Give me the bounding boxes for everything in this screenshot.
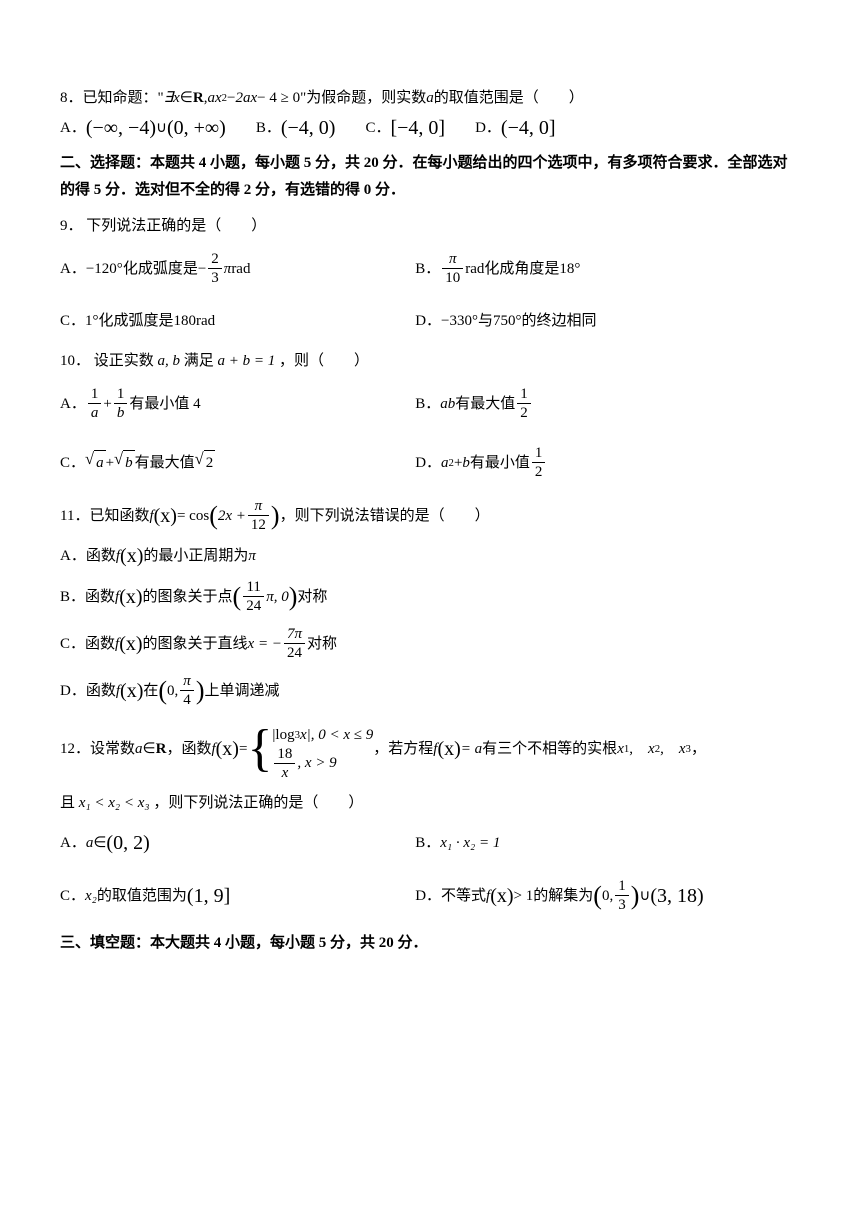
question-9: 9． 下列说法正确的是（ ）	[60, 214, 800, 238]
q9-row2: C． 1° 化成弧度是 180rad D． −330° 与 750° 的终边相同	[60, 303, 800, 339]
question-11: 11． 已知函数 f (x) = cos ( 2x + π12 ) ，则下列说法…	[60, 497, 800, 534]
q11-opt-b: B． 函数 f(x) 的图象关于点 ( 1124 π, 0 ) 对称	[60, 578, 800, 615]
q12-opt-b: B． x₁ · x₂ = 1	[415, 831, 770, 855]
q8-a: a	[426, 86, 434, 110]
q12-opt-c: C． x₂ 的取值范围为 (1, 9]	[60, 884, 415, 908]
question-12: 12． 设常数 a ∈ R ，函数 f(x) = { |log3 x|, 0 <…	[60, 721, 800, 777]
question-10: 10． 设正实数 a, b 满足 a + b = 1 ，则（ ）	[60, 349, 800, 373]
q9-opt-a: A． −120° 化成弧度是 − 23 πrad	[60, 250, 415, 287]
q8-options: A． (−∞, −4) ∪ (0, +∞) B． (−4, 0) C． [−4,…	[60, 116, 800, 140]
q8-opt-a: A． (−∞, −4) ∪ (0, +∞)	[60, 116, 226, 140]
q8-num: 8．	[60, 86, 83, 110]
q10-row2: C． √a + √b 有最大值 √2 D． a2 + b 有最小值 12	[60, 438, 800, 487]
q8-exist: ∃x	[164, 86, 180, 110]
q8-m4: − 4 ≥ 0	[257, 86, 300, 110]
q11-opt-a: A． 函数 f(x) 的最小正周期为 π	[60, 544, 800, 568]
piecewise-icon: { |log3 x|, 0 < x ≤ 9 18x , x > 9	[247, 721, 373, 777]
section-2-heading: 二、选择题：本题共 4 小题，每小题 5 分，共 20 分．在每小题给出的四个选…	[60, 150, 800, 204]
q10-opt-c: C． √a + √b 有最大值 √2	[60, 450, 415, 475]
q10-opt-d: D． a2 + b 有最小值 12	[415, 444, 770, 481]
q8-in: ∈	[180, 86, 193, 110]
q10-opt-b: B． ab 有最大值 12	[415, 385, 770, 422]
q8-opt-d: D． (−4, 0]	[475, 116, 555, 140]
q9-row1: A． −120° 化成弧度是 − 23 πrad B． π10 rad 化成角度…	[60, 244, 800, 293]
q8-pre: 已知命题："	[83, 86, 164, 110]
question-8: 8． 已知命题：" ∃x ∈ R , ax2 − 2ax − 4 ≥ 0 "为假…	[60, 86, 800, 110]
q11-opt-d: D． 函数 f(x) 在 ( 0, π4 ) 上单调递减	[60, 672, 800, 709]
q12-opt-d: D． 不等式 f(x) > 1 的解集为 ( 0, 13 ) ∪ (3, 18)	[415, 877, 800, 914]
q11-opt-c: C． 函数 f(x) 的图象关于直线 x = − 7π24 对称	[60, 625, 800, 662]
q8-end: 的取值范围是（ ）	[434, 86, 584, 110]
q9-opt-b: B． π10 rad 化成角度是 18°	[415, 250, 770, 287]
section-3-heading: 三、填空题：本大题共 4 小题，每小题 5 分，共 20 分．	[60, 930, 800, 957]
q12-row1: A． a ∈ (0, 2) B． x₁ · x₂ = 1	[60, 825, 800, 861]
q12-opt-a: A． a ∈ (0, 2)	[60, 831, 415, 855]
q9-opt-c: C． 1° 化成弧度是 180rad	[60, 309, 415, 333]
q10-row1: A． 1a + 1b 有最小值 4 B． ab 有最大值 12	[60, 379, 800, 428]
q8-post: "为假命题，则实数	[300, 86, 426, 110]
q8-ax2: ax	[207, 86, 221, 110]
q8-opt-c: C． [−4, 0]	[365, 116, 445, 140]
q12-row2: C． x₂ 的取值范围为 (1, 9] D． 不等式 f(x) > 1 的解集为…	[60, 871, 800, 920]
q8-opt-b: B． (−4, 0)	[256, 116, 336, 140]
q10-opt-a: A． 1a + 1b 有最小值 4	[60, 385, 415, 422]
q8-2ax: 2ax	[236, 86, 258, 110]
q9-opt-d: D． −330° 与 750° 的终边相同	[415, 309, 770, 333]
q8-min: −	[227, 86, 235, 110]
q12-line2: 且 x₁ < x₂ < x₃ ，则下列说法正确的是（ ）	[60, 791, 800, 815]
q8-R: R	[193, 86, 204, 110]
